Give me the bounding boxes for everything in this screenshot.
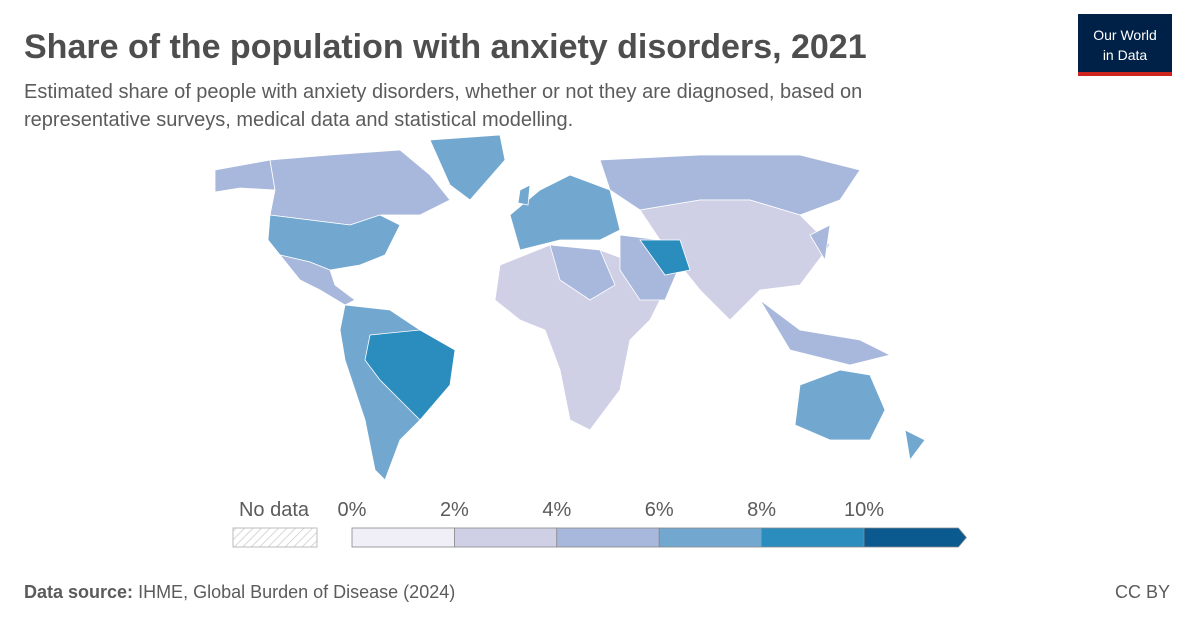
- legend-label: 2%: [440, 499, 469, 521]
- country: [214, 159, 276, 193]
- country: [267, 214, 401, 271]
- footer: Data source: IHME, Global Burden of Dise…: [24, 582, 455, 602]
- license: CC BY: [1115, 582, 1170, 602]
- country: [794, 369, 886, 441]
- no-data-label: No data: [239, 499, 310, 521]
- legend-bin: [556, 527, 660, 548]
- legend-label: 8%: [747, 499, 776, 521]
- logo-bar: [1078, 72, 1172, 76]
- subtitle: representative surveys, medical data and…: [24, 109, 573, 131]
- logo-text: in Data: [1103, 47, 1148, 63]
- legend-bin: [658, 527, 763, 548]
- subtitle: Estimated share of people with anxiety d…: [24, 81, 862, 103]
- country: [364, 329, 456, 421]
- country: [809, 224, 831, 262]
- no-data-swatch: [232, 527, 318, 548]
- logo-box: [1078, 14, 1172, 72]
- country: [278, 254, 356, 306]
- logo-text: Our World: [1093, 27, 1157, 43]
- legend-bin: [761, 527, 865, 548]
- legend-label: 6%: [645, 499, 674, 521]
- legend-bin: [453, 527, 558, 548]
- country: [759, 299, 892, 366]
- country: [429, 134, 506, 201]
- country: [517, 184, 531, 206]
- country: [269, 149, 451, 226]
- legend-label: 0%: [338, 499, 367, 521]
- title: Share of the population with anxiety dis…: [24, 28, 867, 66]
- source: IHME, Global Burden of Disease (2024): [138, 582, 455, 602]
- country: [549, 244, 616, 301]
- legend-bin: [863, 527, 967, 548]
- country: [509, 174, 621, 251]
- logo[interactable]: Our World in Data: [1078, 14, 1172, 76]
- country: [494, 244, 661, 431]
- legend-label: 10%: [844, 499, 884, 521]
- legend-bin: [351, 527, 455, 548]
- country: [639, 239, 691, 276]
- source-label: Data source:: [24, 582, 133, 602]
- country: [904, 429, 926, 461]
- world-map: [214, 134, 926, 481]
- legend-label: 4%: [542, 499, 571, 521]
- legend: 0% 2% 4% 6% 8% 10%: [338, 499, 967, 548]
